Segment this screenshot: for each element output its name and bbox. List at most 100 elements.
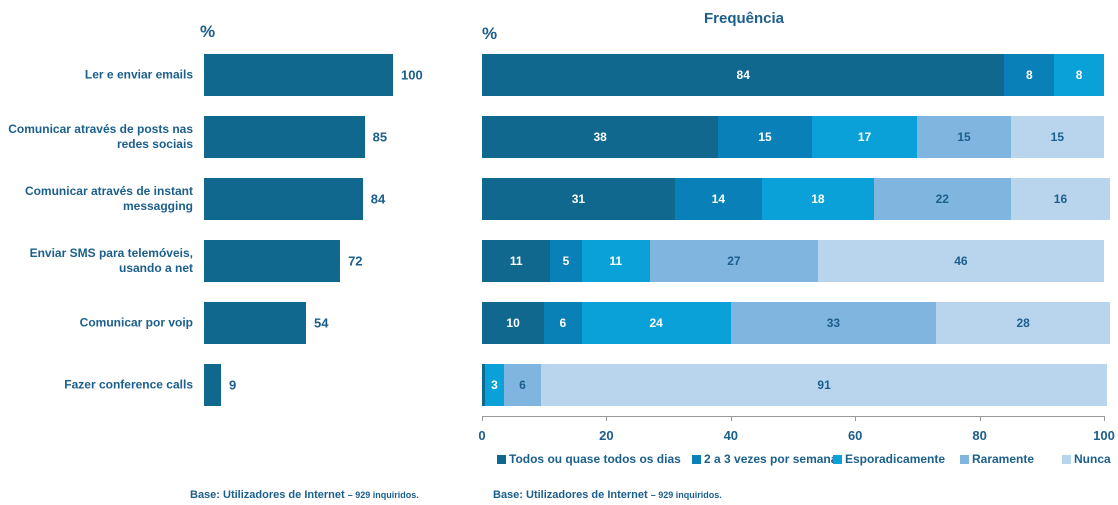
- segment-label: 11: [509, 254, 523, 268]
- bar-segment: [550, 240, 582, 282]
- bar-segment: [761, 178, 874, 220]
- bar-segment: [1054, 54, 1104, 96]
- bar-segment: [541, 364, 1108, 406]
- category-label: Comunicar por voip: [79, 315, 193, 330]
- legend-label: Esporadicamente: [845, 452, 946, 466]
- bar-segment: [674, 178, 762, 220]
- legend-swatch: [1062, 455, 1071, 464]
- segment-label: 28: [1016, 316, 1030, 330]
- bar-segment: [482, 364, 486, 406]
- bar-segment: [482, 240, 551, 282]
- bar-segment: [482, 116, 719, 158]
- tick-mark: [730, 416, 732, 421]
- note: Base: Utilizadores de Internet: [493, 489, 648, 501]
- legend-label: Todos ou quase todos os dias: [509, 452, 681, 466]
- segment-label: 3: [491, 378, 498, 392]
- bar-segment: [817, 240, 1104, 282]
- segment-label: 10: [506, 316, 520, 330]
- segment-label: 15: [957, 130, 971, 144]
- footnote: Base: Utilizadores de Internet – 929 inq…: [190, 489, 419, 501]
- value-label: 72: [348, 253, 363, 269]
- bar-segment: [544, 302, 582, 344]
- legend-label: Raramente: [972, 452, 1035, 466]
- segment-label: 27: [727, 254, 741, 268]
- note: Base: Utilizadores de Internet: [190, 489, 345, 501]
- x-tick-label: 40: [723, 428, 739, 443]
- note-detail: – 929 inquiridos.: [347, 490, 419, 500]
- bar-segment: [1004, 54, 1055, 96]
- bar-segment: [730, 302, 937, 344]
- bar: [204, 302, 307, 344]
- category-label: Comunicar através de instant messagging: [24, 184, 193, 213]
- bar: [204, 116, 365, 158]
- bar: [204, 54, 393, 96]
- x-tick-label: 20: [599, 428, 614, 443]
- value-label: 54: [314, 315, 329, 331]
- segment-label: 17: [857, 130, 872, 144]
- bar-segment: [503, 364, 542, 406]
- legend-swatch: [497, 455, 506, 464]
- segment-label: 5: [562, 254, 570, 268]
- bar: [204, 364, 221, 406]
- segment-label: 24: [649, 316, 663, 330]
- segment-label: 33: [826, 316, 841, 330]
- tick-mark: [855, 416, 857, 421]
- segment-label: 11: [609, 254, 623, 268]
- segment-label: 8: [1075, 68, 1083, 82]
- bar-segment: [1010, 178, 1111, 220]
- x-tick-label: 80: [972, 428, 987, 443]
- bar-segment: [482, 302, 545, 344]
- tick-mark: [979, 416, 981, 421]
- segment-label: 16: [1053, 192, 1068, 206]
- legend-label: 2 a 3 vezes por semana: [704, 452, 838, 466]
- axis-line: [482, 416, 1104, 417]
- legend-swatch: [833, 455, 842, 464]
- footnote: Base: Utilizadores de Internet – 929 inq…: [493, 489, 722, 501]
- segment-label: 15: [1050, 130, 1065, 144]
- value-label: 84: [370, 191, 386, 207]
- segment-label: 22: [935, 192, 949, 206]
- value-label: 9: [229, 377, 237, 393]
- segment-label: 46: [954, 254, 968, 268]
- segment-label: 91: [817, 378, 831, 392]
- tick-mark: [482, 416, 483, 421]
- category-label: Comunicar através de posts nas redes soc…: [8, 122, 193, 151]
- tick-mark: [1104, 416, 1105, 421]
- x-tick-label: 0: [478, 428, 486, 443]
- note-detail: – 929 inquiridos.: [650, 490, 722, 500]
- bar-segment: [485, 364, 504, 406]
- bar-segment: [873, 178, 1011, 220]
- segment-label: 6: [519, 378, 526, 392]
- bar-segment: [936, 302, 1111, 344]
- x-tick-label: 60: [847, 428, 863, 443]
- value-label: 100: [401, 67, 423, 83]
- bar-segment: [811, 116, 918, 158]
- bar-segment: [718, 116, 812, 158]
- bar: [204, 240, 341, 282]
- chart-title: Frequência: [704, 10, 785, 27]
- category-label: Fazer conference calls: [64, 377, 193, 392]
- bar-segment: [482, 178, 675, 220]
- legend-swatch: [692, 455, 701, 464]
- legend-swatch: [960, 455, 969, 464]
- category-label: Enviar SMS para telemóveis, usando a net: [29, 246, 193, 275]
- bar-segment: [917, 116, 1011, 158]
- value-label: 85: [372, 129, 388, 145]
- x-tick-label: 100: [1093, 428, 1115, 443]
- bar-segment: [581, 240, 650, 282]
- segment-label: 14: [711, 192, 726, 206]
- category-label: Ler e enviar emails: [84, 67, 193, 82]
- legend-label: Nunca: [1074, 452, 1111, 466]
- tick-mark: [606, 416, 608, 421]
- bar-segment: [581, 302, 731, 344]
- segment-label: 8: [1026, 68, 1033, 82]
- bar: [204, 178, 363, 220]
- segment-label: 15: [758, 130, 772, 144]
- axis-label: %: [482, 24, 498, 43]
- segment-label: 6: [559, 316, 567, 330]
- bar-segment: [1010, 116, 1104, 158]
- segment-label: 31: [571, 192, 586, 206]
- bar-segment: [482, 54, 1005, 96]
- segment-label: 18: [811, 192, 825, 206]
